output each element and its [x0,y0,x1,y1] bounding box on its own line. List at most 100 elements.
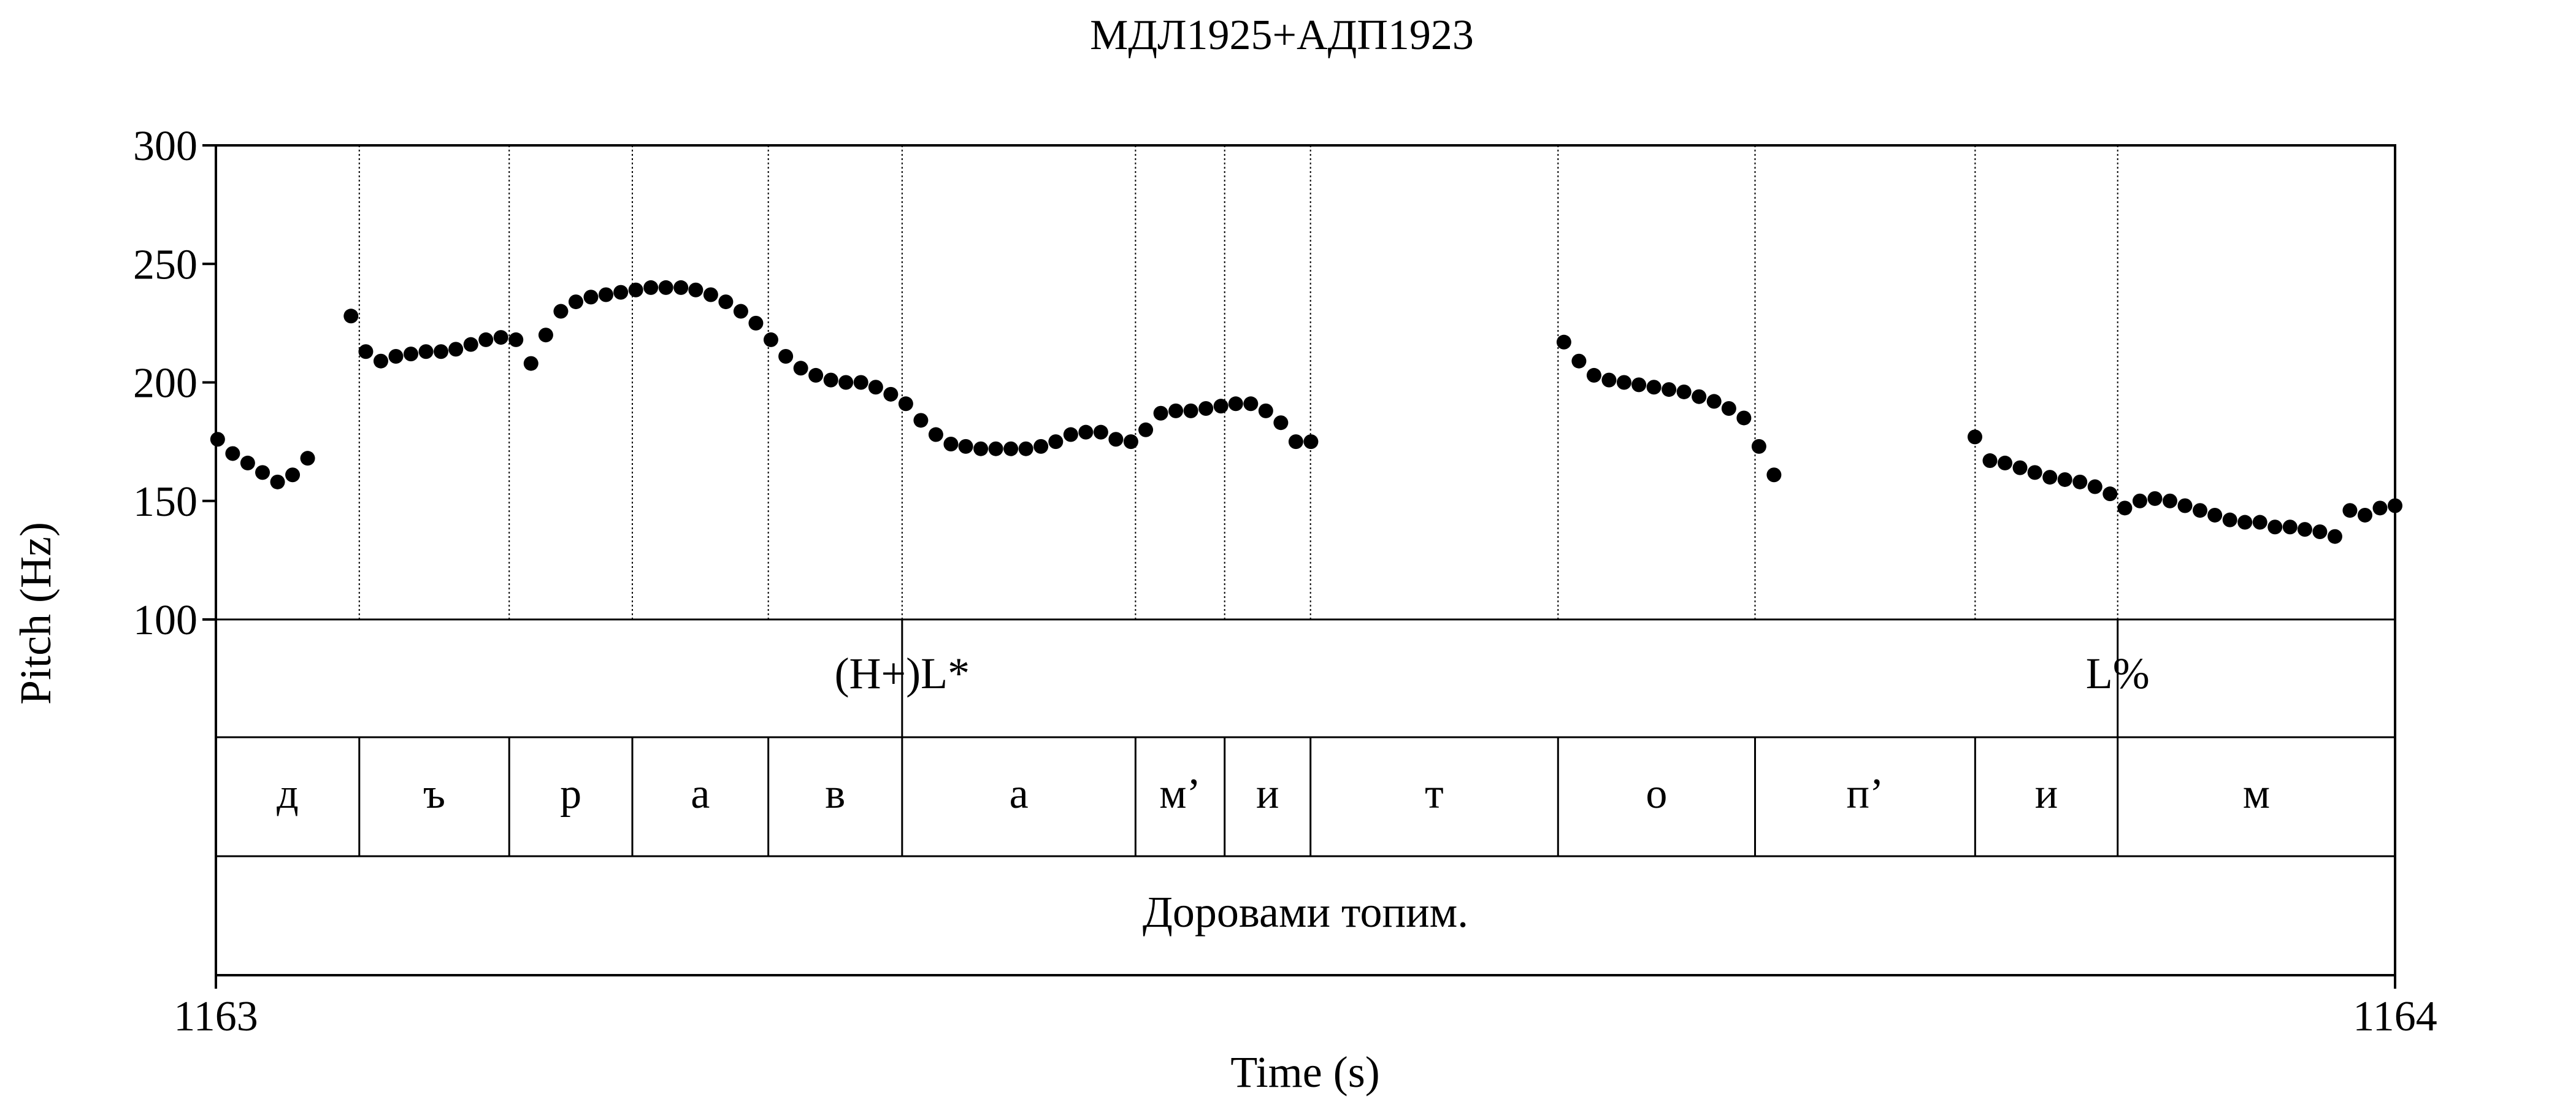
segment-label: м’ [1159,770,1201,818]
pitch-point [2267,519,2283,535]
y-tick-label: 150 [133,478,197,526]
pitch-point [1183,403,1198,418]
pitch-point [538,328,553,343]
pitch-point [1213,399,1229,414]
pitch-point [883,386,899,402]
pitch-point [2297,522,2312,537]
pitch-point [583,289,599,305]
pitch-point [1078,424,1094,440]
segment-label: т [1425,770,1444,818]
pitch-point [973,441,989,456]
y-tick-label: 200 [133,360,197,407]
pitch-point [388,348,404,364]
tone-label: (H+)L* [835,649,970,698]
pitch-point [448,342,464,357]
pitch-point [1138,422,1154,437]
y-tick-label: 100 [133,597,197,644]
pitch-point [958,439,973,454]
pitch-point [613,285,629,300]
pitch-point [1601,372,1617,388]
pitch-point [1093,424,1108,440]
pitch-point [1631,377,1647,393]
segment-label: а [691,770,710,818]
pitch-point [1123,434,1138,450]
pitch-point [1243,396,1259,412]
segment-label: м [2243,770,2270,818]
pitch-point [598,287,613,302]
pitch-point [853,375,868,390]
pitch-point [210,432,225,447]
pitch-point [778,348,794,364]
pitch-point [658,280,673,295]
pitch-point [928,427,943,442]
pitch-point [343,309,359,324]
pitch-point [1692,389,1707,404]
y-axis-label: Pitch (Hz) [11,522,60,705]
chart-title: МДЛ1925+АДП1923 [1090,12,1474,59]
x-tick-label: 1164 [2353,993,2437,1040]
utterance-label: Доровами топим. [1143,887,1468,937]
pitch-point [898,396,913,412]
pitch-point [1198,401,1214,416]
plot-border [215,144,2396,976]
pitch-point [523,356,539,371]
pitch-point [2012,460,2028,475]
segment-label: в [825,770,845,818]
pitch-point [1676,384,1692,399]
pitch-point [913,413,929,428]
pitch-point [838,375,854,390]
pitch-point [1003,441,1019,456]
pitch-point [434,344,449,359]
pitch-point [2282,519,2298,535]
pitch-point [2042,470,2058,485]
pitch-point [733,304,748,319]
pitch-point [358,344,374,359]
segment-label: д [277,770,299,818]
pitch-point [2193,503,2208,518]
pitch-point [2207,507,2223,523]
pitch-point [1982,453,1998,469]
segment-label: о [1646,770,1667,818]
pitch-point [823,372,838,388]
pitch-point [1998,455,2013,470]
pitch-point [2357,507,2372,523]
pitch-point [300,451,315,466]
pitch-point [2147,491,2163,506]
pitch-point [1048,434,1064,450]
pitch-point [508,332,524,347]
pitch-point [553,304,569,319]
pitch-point [2132,493,2147,508]
tone-label: L% [2086,649,2150,698]
pitch-point [1646,380,1662,395]
pitch-point [1303,434,1319,450]
pitch-point [703,287,718,302]
pitch-point [1967,429,1982,445]
pitch-point [225,446,240,461]
pitch-point [1108,432,1124,447]
pitch-point [373,353,388,369]
pitch-point [1571,353,1587,369]
pitch-point [2027,465,2042,480]
pitch-point [1153,405,1168,421]
pitch-point [2117,500,2133,516]
pitch-point [2327,529,2342,544]
pitch-point [1751,439,1766,454]
pitch-point [988,441,1003,456]
pitch-point [943,436,959,451]
pitch-point [2222,512,2237,527]
pitch-point [1736,410,1752,426]
segment-label: п’ [1847,770,1884,818]
pitch-point [1721,401,1736,416]
pitch-point [2342,503,2358,518]
pitch-point [688,282,703,297]
pitch-point [1616,375,1631,390]
pitch-point [2103,486,2118,502]
pitch-point [1706,394,1722,409]
pitch-point [2312,524,2328,539]
x-axis-label: Time (s) [1230,1048,1379,1097]
pitch-point [418,344,434,359]
pitch-point [270,474,285,489]
pitch-point [2057,472,2072,487]
pitch-point [1228,396,1243,412]
pitch-point [1586,367,1601,383]
